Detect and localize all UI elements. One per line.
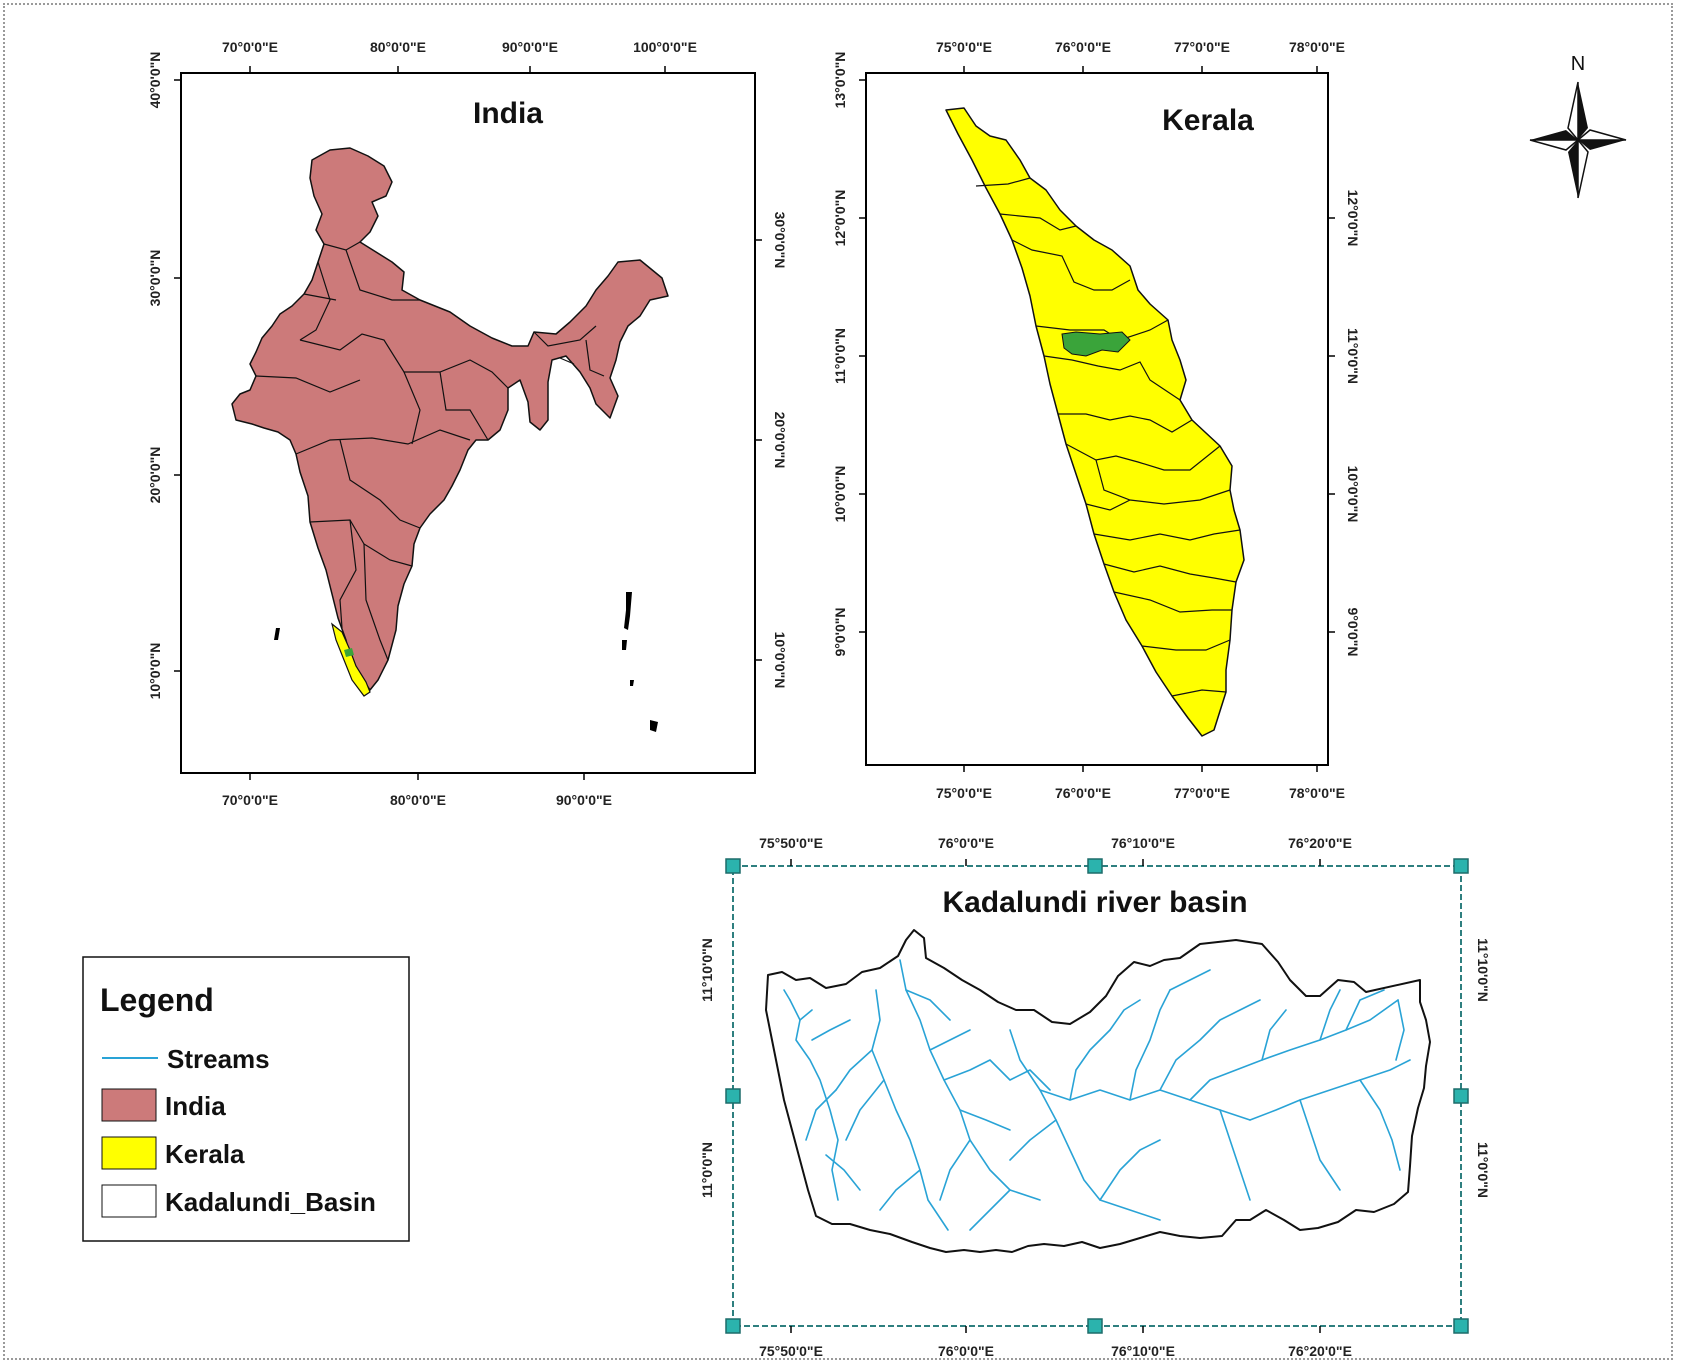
- legend-box: Legend Streams India Kerala Kadalundi_Ba…: [82, 956, 410, 1242]
- kerala-right-tick-label: 11°0'0"N: [1345, 328, 1361, 384]
- kerala-top-tick-label: 75°0'0"E: [936, 39, 992, 55]
- india-left-tick-label: 20°0'0"N: [147, 447, 163, 504]
- kerala-top-tick-label: 77°0'0"E: [1174, 39, 1230, 55]
- basin-top-tick-label: 76°0'0"E: [938, 835, 994, 851]
- india-left-tick-label: 10°0'0"N: [147, 643, 163, 700]
- legend-item-kadalundi-basin: Kadalundi_Basin: [165, 1187, 376, 1217]
- india-bottom-tick-label: 70°0'0"E: [222, 792, 278, 808]
- india-country-shape: [231, 147, 669, 691]
- legend-item-india: India: [165, 1091, 226, 1121]
- basin-top-tick-label: 76°20'0"E: [1288, 835, 1352, 851]
- legend-item-streams: Streams: [167, 1044, 270, 1074]
- basin-selection-handles: [725, 858, 1469, 1334]
- basin-top-tick-label: 75°50'0"E: [759, 835, 823, 851]
- resize-handle-bottom-center[interactable]: [1087, 1318, 1103, 1334]
- india-top-tick-label: 90°0'0"E: [502, 39, 558, 55]
- andaman-islands: [622, 592, 658, 732]
- basin-bottom-tick-label: 76°0'0"E: [938, 1343, 994, 1359]
- basin-top-tick-label: 76°10'0"E: [1111, 835, 1175, 851]
- kerala-bottom-tick-label: 75°0'0"E: [936, 785, 992, 801]
- india-right-tick-label: 30°0'0"N: [772, 212, 788, 269]
- legend-title: Legend: [100, 982, 214, 1018]
- india-kerala-shape: [330, 622, 371, 697]
- india-map-panel: India 70°0'0"E 80°0'0"E 90°0'0"E 100°0'0…: [147, 39, 788, 808]
- india-left-tick-label: 30°0'0"N: [147, 250, 163, 307]
- resize-handle-top-right[interactable]: [1453, 858, 1469, 874]
- kerala-right-tick-label: 10°0'0"N: [1345, 466, 1361, 523]
- india-right-tick-label: 10°0'0"N: [772, 632, 788, 689]
- legend-swatch-india: [101, 1088, 157, 1122]
- basin-map-panel: Kadalundi river basin 75°50'0"E 76°0'0"E…: [699, 835, 1491, 1359]
- india-top-tick-label: 70°0'0"E: [222, 39, 278, 55]
- india-top-tick-label: 80°0'0"E: [370, 39, 426, 55]
- india-left-tick-label: 40°0'0"N: [147, 52, 163, 109]
- kerala-top-tick-label: 78°0'0"E: [1289, 39, 1345, 55]
- basin-bottom-tick-label: 76°20'0"E: [1288, 1343, 1352, 1359]
- kerala-tick-marks: [859, 66, 1335, 772]
- kerala-left-tick-label: 9°0'0"N: [832, 607, 848, 656]
- basin-left-tick-label: 11°10'0"N: [699, 938, 715, 1002]
- india-top-tick-label: 100°0'0"E: [633, 39, 697, 55]
- resize-handle-top-left[interactable]: [725, 858, 741, 874]
- kerala-bottom-tick-label: 76°0'0"E: [1055, 785, 1111, 801]
- resize-handle-top-center[interactable]: [1087, 858, 1103, 874]
- kerala-bottom-tick-label: 77°0'0"E: [1174, 785, 1230, 801]
- india-map-title: India: [473, 97, 543, 130]
- resize-handle-bottom-left[interactable]: [725, 1318, 741, 1334]
- resize-handle-middle-left[interactable]: [725, 1088, 741, 1104]
- page-frame: [3, 3, 1673, 1360]
- kerala-district-borders: [975, 177, 1241, 697]
- india-bottom-tick-label: 90°0'0"E: [556, 792, 612, 808]
- kerala-top-tick-label: 76°0'0"E: [1055, 39, 1111, 55]
- kerala-bottom-tick-label: 78°0'0"E: [1289, 785, 1345, 801]
- india-right-tick-label: 20°0'0"N: [772, 412, 788, 469]
- basin-streams: [783, 959, 1411, 1231]
- kerala-left-tick-label: 12°0'0"N: [832, 190, 848, 247]
- kerala-left-tick-label: 11°0'0"N: [832, 328, 848, 384]
- india-state-borders: [255, 241, 605, 661]
- basin-bottom-tick-label: 76°10'0"E: [1111, 1343, 1175, 1359]
- kerala-left-tick-label: 13°0'0"N: [832, 52, 848, 109]
- resize-handle-middle-right[interactable]: [1453, 1088, 1469, 1104]
- kerala-map-panel: Kerala 75°0'0"E 76°0'0"E 77°0'0"E 78°0'0…: [832, 39, 1361, 801]
- kerala-right-tick-label: 12°0'0"N: [1345, 190, 1361, 247]
- legend-swatch-kerala: [101, 1136, 157, 1170]
- kerala-map-title: Kerala: [1162, 104, 1254, 137]
- basin-left-tick-label: 11°0'0"N: [699, 1142, 715, 1198]
- india-tick-marks: [174, 66, 762, 780]
- india-kadalundi-marker: [344, 648, 354, 657]
- resize-handle-bottom-right[interactable]: [1453, 1318, 1469, 1334]
- kerala-kadalundi-basin: [1061, 331, 1131, 357]
- basin-map-title: Kadalundi river basin: [942, 886, 1247, 919]
- kerala-left-tick-label: 10°0'0"N: [832, 466, 848, 523]
- basin-right-tick-label: 11°10'0"N: [1475, 938, 1491, 1002]
- basin-right-tick-label: 11°0'0"N: [1475, 1142, 1491, 1198]
- legend-swatch-kadalundi-basin: [101, 1184, 157, 1218]
- basin-tick-marks: [790, 859, 1321, 1333]
- basin-bottom-tick-label: 75°50'0"E: [759, 1343, 823, 1359]
- north-arrow-label: N: [1571, 53, 1585, 75]
- north-arrow-icon: N: [1529, 53, 1627, 199]
- india-bottom-tick-label: 80°0'0"E: [390, 792, 446, 808]
- kerala-right-tick-label: 9°0'0"N: [1345, 607, 1361, 656]
- lakshadweep-islands: [274, 628, 280, 640]
- legend-item-kerala: Kerala: [165, 1139, 245, 1169]
